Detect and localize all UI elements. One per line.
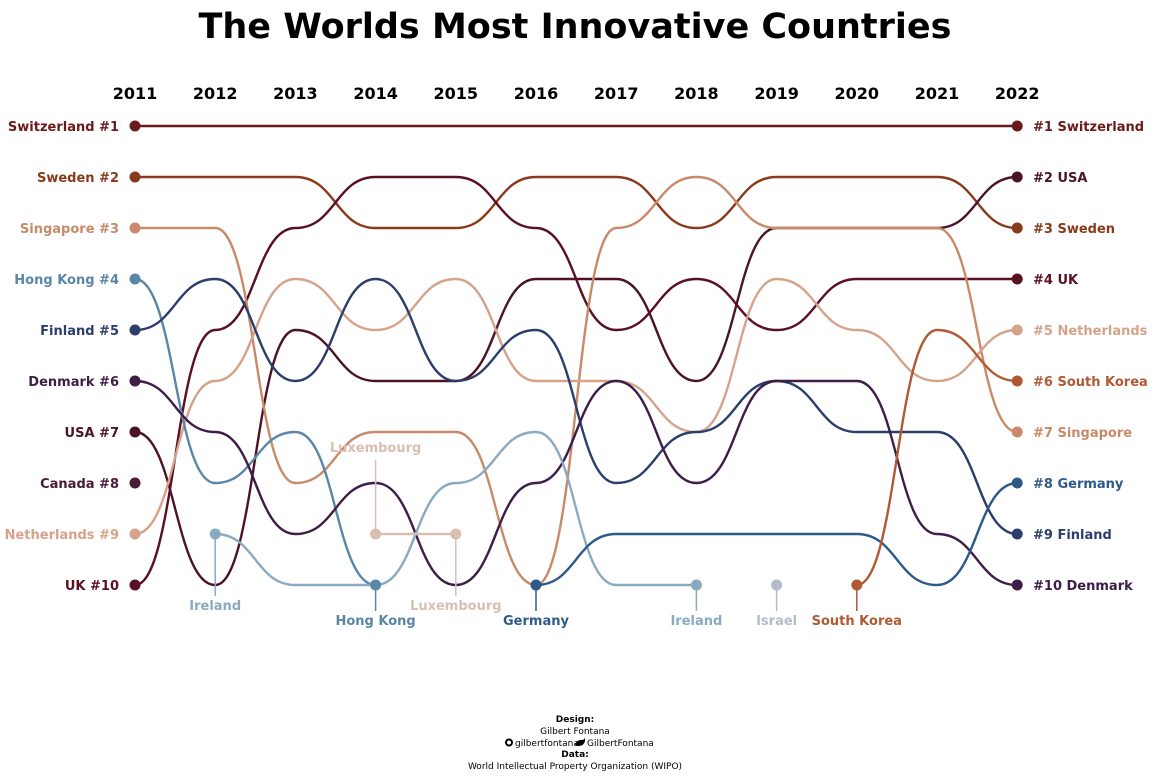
year-tick-2019: 2019 (754, 84, 799, 103)
point-sweden-2011 (129, 171, 141, 183)
point-hong-kong-2014 (370, 579, 382, 591)
point-south-korea-2022 (1011, 375, 1023, 387)
point-germany-2022 (1011, 477, 1023, 489)
series-line-ireland (214, 430, 698, 587)
series-line-sweden (133, 175, 1019, 230)
year-tick-2018: 2018 (674, 84, 719, 103)
left-rank-label: Sweden #2 (37, 171, 119, 186)
right-rank-label: #7 Singapore (1033, 426, 1132, 441)
series-line-netherlands (133, 277, 1019, 536)
point-netherlands-2022 (1011, 324, 1023, 336)
annotation-south-korea: South Korea (812, 614, 902, 629)
point-singapore-2022 (1011, 426, 1023, 438)
left-rank-label: Switzerland #1 (8, 120, 119, 135)
right-rank-label: #4 UK (1033, 273, 1079, 288)
point-uk-2022 (1011, 273, 1023, 285)
point-ireland-2012 (209, 528, 221, 540)
right-rank-label: #2 USA (1033, 171, 1087, 186)
point-ireland-2018 (690, 579, 702, 591)
left-rank-label: Denmark #6 (28, 375, 119, 390)
point-denmark-2022 (1011, 579, 1023, 591)
point-luxembourg-2015 (450, 528, 462, 540)
credits-designer: Gilbert Fontana (540, 727, 610, 737)
annotation-ireland: Ireland (189, 599, 241, 614)
right-rank-label: #5 Netherlands (1033, 324, 1148, 339)
point-finland-2011 (129, 324, 141, 336)
left-rank-label: Finland #5 (40, 324, 119, 339)
point-denmark-2011 (129, 375, 141, 387)
year-tick-2021: 2021 (915, 84, 960, 103)
left-rank-label: Singapore #3 (20, 222, 119, 237)
point-usa-2011 (129, 426, 141, 438)
series-line-finland (133, 277, 1019, 536)
left-rank-label: Hong Kong #4 (14, 273, 119, 288)
year-tick-2014: 2014 (353, 84, 398, 103)
left-rank-label: UK #10 (65, 579, 119, 594)
point-finland-2022 (1011, 528, 1023, 540)
right-rank-label: #3 Sweden (1033, 222, 1115, 237)
year-tick-2022: 2022 (995, 84, 1040, 103)
github-icon (505, 738, 513, 747)
twitter-icon (575, 738, 585, 746)
left-rank-label: Canada #8 (40, 477, 119, 492)
annotation-israel: Israel (756, 614, 797, 629)
series-line-uk (133, 175, 1019, 587)
year-tick-2012: 2012 (193, 84, 238, 103)
endpoint-dots (129, 120, 1023, 591)
year-tick-2011: 2011 (113, 84, 158, 103)
point-south-korea-2020 (851, 579, 863, 591)
year-axis: 2011 2012 2013 2014 2015 2016 2017 2018 2019 2020… (113, 84, 1040, 103)
point-luxembourg-2014 (370, 528, 382, 540)
left-rank-label: USA #7 (65, 426, 119, 441)
point-uk-2011 (129, 579, 141, 591)
annotation-ireland: Ireland (670, 614, 722, 629)
series-lines (133, 124, 1019, 587)
series-line-denmark (133, 379, 1019, 587)
right-rank-label: #8 Germany (1033, 477, 1124, 492)
point-usa-2022 (1011, 171, 1023, 183)
right-rank-label: #1 Switzerland (1033, 120, 1144, 135)
annotation-luxembourg: Luxembourg (330, 441, 422, 456)
credits-design-heading: Design: (556, 715, 594, 725)
year-tick-2016: 2016 (514, 84, 559, 103)
series-line-hong-kong (133, 277, 377, 587)
right-rank-label: #9 Finland (1033, 528, 1112, 543)
series-line-south-korea (855, 328, 1019, 587)
point-netherlands-2011 (129, 528, 141, 540)
year-tick-2015: 2015 (434, 84, 479, 103)
credits-source: World Intellectual Property Organization… (468, 762, 682, 772)
credits: Design: Gilbert Fontana gilbertfontana G… (468, 715, 682, 772)
year-tick-2013: 2013 (273, 84, 318, 103)
point-hong-kong-2011 (129, 273, 141, 285)
series-line-germany (534, 481, 1019, 587)
left-rank-label: Netherlands #9 (5, 528, 119, 543)
annotation-hong-kong: Hong Kong (335, 614, 415, 629)
credits-twitter-handle: GilbertFontana (587, 739, 654, 749)
point-israel-2019 (771, 579, 783, 591)
point-switzerland-2011 (129, 120, 141, 132)
rank-labels: Switzerland #1 Sweden #2 Singapore #3 Hong … (5, 120, 1148, 594)
point-sweden-2022 (1011, 222, 1023, 234)
chart-title: The Worlds Most Innovative Countries (199, 7, 952, 47)
point-canada-2011 (129, 477, 141, 489)
point-singapore-2011 (129, 222, 141, 234)
year-tick-2017: 2017 (594, 84, 639, 103)
annotation-germany: Germany (503, 614, 569, 629)
year-tick-2020: 2020 (835, 84, 880, 103)
right-rank-label: #10 Denmark (1033, 579, 1133, 594)
point-switzerland-2022 (1011, 120, 1023, 132)
point-germany-2016 (530, 579, 542, 591)
right-rank-label: #6 South Korea (1033, 375, 1148, 390)
credits-data-heading: Data: (561, 750, 589, 760)
credits-github-handle: gilbertfontana (515, 739, 579, 749)
annotation-luxembourg: Luxembourg (410, 599, 502, 614)
